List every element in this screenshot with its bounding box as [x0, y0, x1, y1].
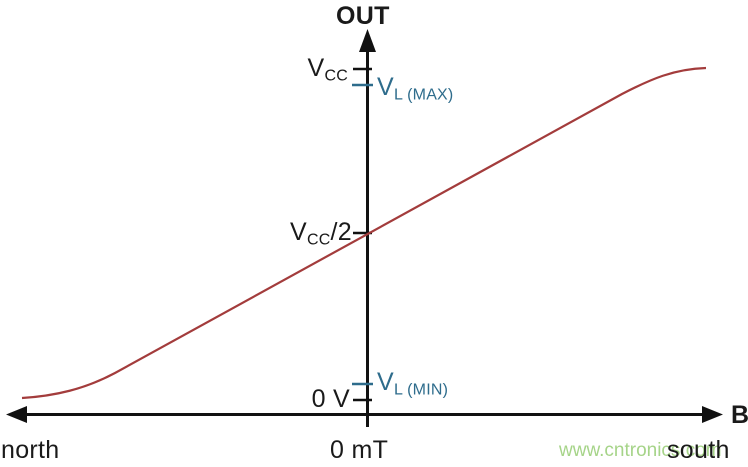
y-tick-label-vcc-half: VCC/2 [290, 218, 352, 249]
x-axis-right-arrowhead-icon [702, 406, 723, 423]
x-label-south: south [667, 436, 730, 464]
x-label-origin: 0 mT [330, 436, 389, 464]
x-label-north: north [1, 436, 60, 464]
y-axis-title: OUT [336, 2, 390, 30]
x-axis-left-arrowhead-icon [6, 406, 27, 423]
output-curve [21, 66, 707, 400]
y-tick-label-vl-min: VL (MIN) [377, 368, 449, 399]
y-axis-arrowhead-icon [359, 29, 376, 52]
y-tick-label-vl-max: VL (MAX) [377, 73, 454, 104]
y-tick-label-0v: 0 V [311, 385, 350, 413]
watermark: www.cntronics.com [559, 440, 722, 461]
x-axis-title: B [731, 401, 748, 429]
y-tick-label-vcc: VCC [307, 54, 348, 85]
